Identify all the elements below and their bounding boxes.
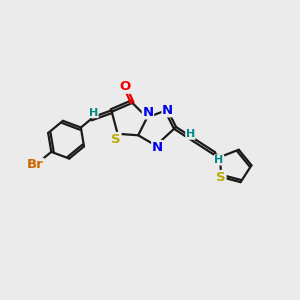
Text: H: H [186, 129, 195, 139]
Text: S: S [216, 170, 226, 184]
Text: H: H [214, 155, 224, 165]
Text: H: H [89, 108, 98, 118]
Text: S: S [111, 133, 121, 146]
Text: N: N [162, 104, 173, 117]
Text: N: N [152, 141, 163, 154]
Text: O: O [119, 80, 130, 93]
Text: Br: Br [27, 158, 44, 172]
Text: N: N [142, 106, 154, 119]
